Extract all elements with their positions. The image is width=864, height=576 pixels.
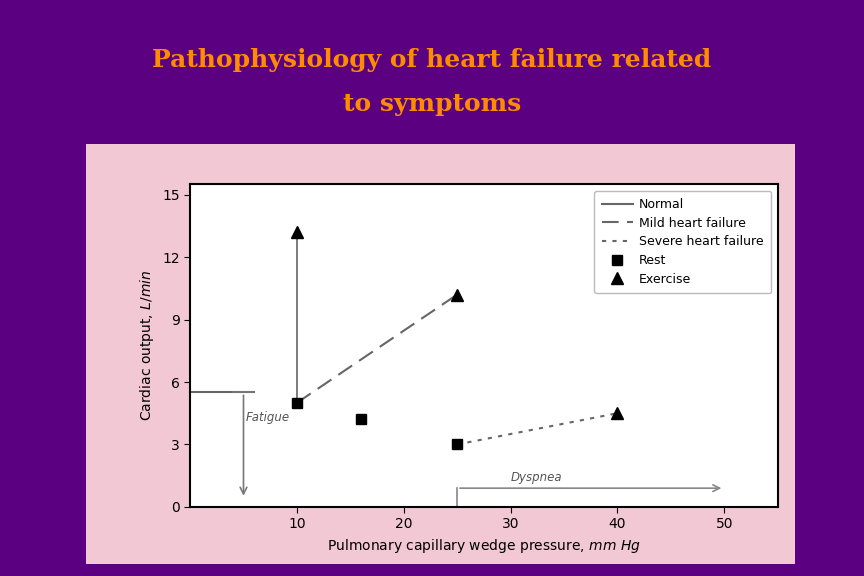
X-axis label: Pulmonary capillary wedge pressure, $\mathit{mm\ Hg}$: Pulmonary capillary wedge pressure, $\ma… (327, 537, 641, 555)
Text: Pathophysiology of heart failure related: Pathophysiology of heart failure related (152, 48, 712, 73)
Text: Dyspnea: Dyspnea (511, 471, 562, 484)
Y-axis label: Cardiac output, $\mathit{L/min}$: Cardiac output, $\mathit{L/min}$ (138, 270, 156, 421)
Legend: Normal, Mild heart failure, Severe heart failure, Rest, Exercise: Normal, Mild heart failure, Severe heart… (594, 191, 772, 293)
Text: to symptoms: to symptoms (343, 92, 521, 116)
Text: Fatigue: Fatigue (245, 411, 289, 424)
